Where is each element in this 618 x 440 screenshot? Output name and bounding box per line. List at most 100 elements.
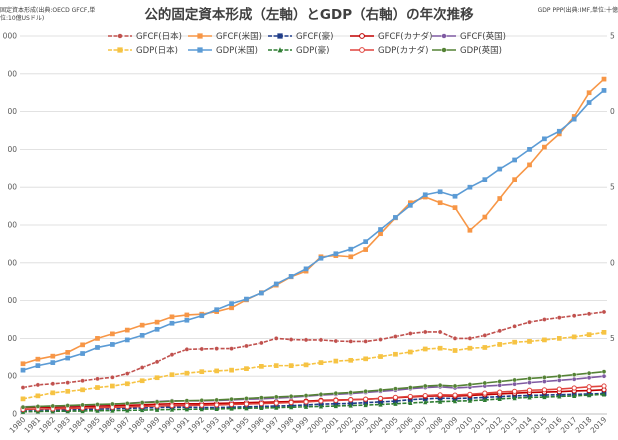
data-point xyxy=(542,144,547,150)
data-point xyxy=(288,399,294,406)
data-point xyxy=(139,333,145,338)
data-point xyxy=(169,406,175,412)
x-tick-label: 2019 xyxy=(589,415,609,435)
left-tick-label: 00 xyxy=(7,296,17,305)
data-point xyxy=(50,403,56,409)
data-point xyxy=(556,386,562,392)
data-point xyxy=(95,345,100,350)
series-6 xyxy=(20,88,607,373)
data-point xyxy=(408,385,413,390)
data-point xyxy=(303,337,309,343)
data-point xyxy=(467,184,473,190)
data-point xyxy=(363,402,368,408)
data-point xyxy=(586,311,592,317)
data-point xyxy=(527,376,532,381)
data-point xyxy=(408,331,413,336)
data-point xyxy=(452,193,458,199)
data-point xyxy=(422,192,428,198)
data-point xyxy=(393,334,398,339)
data-point xyxy=(289,404,294,410)
data-point xyxy=(184,347,190,352)
data-point xyxy=(169,314,175,320)
data-point xyxy=(184,312,190,318)
data-point xyxy=(124,337,130,343)
legend-label: GFCF(カナダ) xyxy=(378,31,432,42)
data-point xyxy=(110,331,115,337)
data-point xyxy=(452,348,458,353)
series-line xyxy=(22,393,605,413)
legend-label: GFCF(日本) xyxy=(136,31,182,42)
series-line xyxy=(22,370,605,408)
legend-item: GFCF(カナダ) xyxy=(350,31,432,42)
data-point xyxy=(35,356,41,362)
data-point xyxy=(348,357,354,363)
data-point xyxy=(378,387,383,393)
left-axis-note-line1: 固定資本形成(出典:OECD GFCF,単 xyxy=(0,6,95,14)
data-point xyxy=(154,359,160,365)
data-point xyxy=(288,274,294,279)
data-point xyxy=(125,407,130,413)
data-point xyxy=(363,356,368,362)
data-point xyxy=(557,393,562,399)
data-point xyxy=(244,296,249,302)
data-point xyxy=(117,47,123,53)
data-point xyxy=(169,352,175,357)
data-point xyxy=(214,368,220,374)
data-point xyxy=(363,389,368,394)
series-7 xyxy=(20,391,607,414)
data-point xyxy=(512,381,517,387)
legend-item: GDP(日本) xyxy=(108,45,178,56)
data-point xyxy=(333,403,338,409)
data-point xyxy=(527,147,532,152)
data-point xyxy=(95,336,100,341)
data-point xyxy=(452,398,458,404)
data-point xyxy=(378,401,383,407)
data-point xyxy=(527,162,532,168)
data-point xyxy=(318,398,324,404)
data-point xyxy=(363,339,368,344)
data-point xyxy=(95,385,100,390)
data-point xyxy=(229,367,234,373)
data-point xyxy=(169,403,175,409)
data-point xyxy=(407,202,413,208)
data-point xyxy=(497,196,503,201)
data-point xyxy=(333,338,339,344)
data-point xyxy=(277,33,283,39)
data-point xyxy=(333,358,339,364)
data-point xyxy=(199,313,205,319)
data-point xyxy=(542,337,547,343)
data-point xyxy=(65,403,70,408)
data-point xyxy=(542,375,547,380)
data-point xyxy=(197,33,203,39)
data-point xyxy=(363,239,368,244)
data-point xyxy=(169,398,175,404)
left-tick-label: 00 xyxy=(7,145,17,154)
data-point xyxy=(423,399,428,405)
data-point xyxy=(35,382,41,388)
data-point xyxy=(229,305,234,311)
data-point xyxy=(467,398,473,403)
data-point xyxy=(363,396,369,402)
data-point xyxy=(541,387,548,393)
data-point xyxy=(288,363,294,368)
data-point xyxy=(497,328,503,334)
data-point xyxy=(497,166,503,172)
data-point xyxy=(441,33,447,39)
data-point xyxy=(229,301,234,306)
data-point xyxy=(422,346,428,352)
data-point xyxy=(95,408,100,413)
data-point xyxy=(571,376,577,382)
legend-item: GDP(米国) xyxy=(188,45,258,56)
data-point xyxy=(184,406,189,412)
series-line xyxy=(22,311,605,389)
data-point xyxy=(244,366,249,371)
data-point xyxy=(348,254,354,260)
data-point xyxy=(586,384,592,390)
data-point xyxy=(95,402,100,407)
data-point xyxy=(197,47,203,53)
data-point xyxy=(512,377,517,383)
data-point xyxy=(139,400,145,405)
data-point xyxy=(378,227,383,232)
data-point xyxy=(65,388,71,394)
legend-label: GDP(日本) xyxy=(136,45,178,56)
